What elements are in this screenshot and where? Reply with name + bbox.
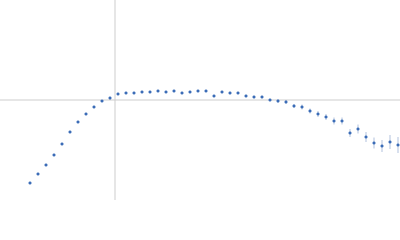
point [188, 90, 192, 94]
point [324, 115, 328, 119]
point [196, 89, 200, 93]
point [92, 105, 96, 109]
point [252, 95, 256, 99]
point [108, 96, 112, 100]
point [308, 109, 312, 113]
point [132, 91, 136, 95]
point [300, 105, 304, 109]
point [340, 119, 344, 123]
point [36, 172, 40, 176]
point [44, 163, 48, 167]
point [204, 89, 208, 93]
point [140, 90, 144, 94]
point [236, 91, 240, 95]
point [380, 144, 384, 148]
point [244, 94, 248, 98]
point [220, 90, 224, 94]
point [260, 95, 264, 99]
point [60, 142, 64, 146]
point [84, 112, 88, 116]
point [228, 91, 232, 95]
point [212, 94, 216, 98]
point [164, 90, 168, 94]
point [116, 92, 120, 96]
point [356, 127, 360, 131]
point [180, 91, 184, 95]
point [348, 131, 352, 135]
point [396, 143, 400, 147]
point [292, 104, 296, 108]
point [68, 130, 72, 134]
point [28, 181, 32, 185]
point [284, 100, 288, 104]
point [156, 89, 160, 93]
point [76, 120, 80, 124]
point [268, 98, 272, 102]
point [372, 141, 376, 145]
point [148, 90, 152, 94]
point [124, 91, 128, 95]
point [388, 140, 392, 144]
chart [0, 0, 400, 200]
point [364, 135, 368, 139]
point [316, 112, 320, 116]
point [100, 99, 104, 103]
point [276, 99, 280, 103]
point [172, 89, 176, 93]
point [52, 153, 56, 157]
point [332, 119, 336, 123]
